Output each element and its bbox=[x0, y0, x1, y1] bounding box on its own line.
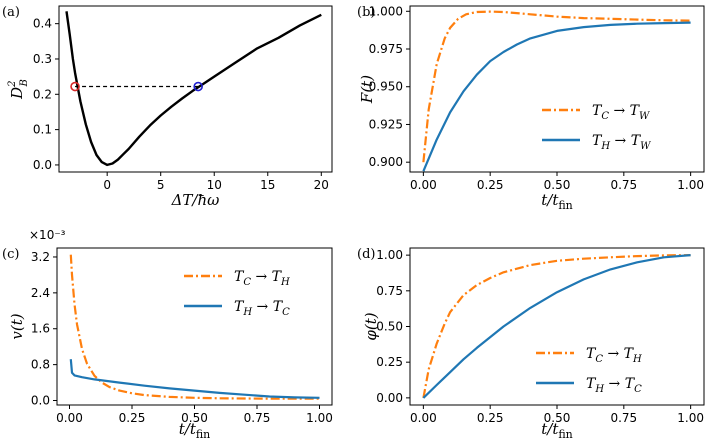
x-tick-label: 20 bbox=[314, 178, 329, 192]
x-tick-label: 10 bbox=[207, 178, 222, 192]
series-line-1 bbox=[65, 11, 322, 167]
panel-c: (c) ×10⁻³ 0.00 0.25 0.50 0.75 1.00 0.0 0.8 1.6 2.4… bbox=[2, 228, 333, 441]
marker-circle-2 bbox=[193, 81, 203, 92]
legend-label-2: TH → TC bbox=[234, 299, 290, 318]
y-tick-label: 1.000 bbox=[369, 4, 403, 18]
series-group bbox=[422, 10, 691, 172]
series-line-2 bbox=[422, 21, 691, 172]
x-tick-label: 5 bbox=[157, 178, 165, 192]
series-line-2 bbox=[422, 254, 691, 399]
y-tick-label: 0.1 bbox=[33, 123, 52, 137]
y-tick-label: 0.2 bbox=[33, 87, 52, 101]
y-tick-label: 0.950 bbox=[369, 80, 403, 94]
x-tick-label: 1.00 bbox=[677, 411, 704, 425]
y-tick-label: 0.3 bbox=[33, 52, 52, 66]
legend-label-1: TC → TH bbox=[586, 346, 642, 365]
x-tick-label: 0 bbox=[103, 178, 111, 192]
panel-label-a: (a) bbox=[2, 5, 20, 20]
y-tick-label: 0.4 bbox=[33, 17, 52, 31]
y-axis-label: v(t) bbox=[8, 313, 26, 339]
y-axis-label: F(t) bbox=[358, 75, 376, 104]
y-tick-label: 0.925 bbox=[369, 117, 403, 131]
panel-label-c: (c) bbox=[2, 247, 19, 262]
panel-label-d: (d) bbox=[357, 247, 375, 262]
x-tick-label: 0.50 bbox=[544, 411, 571, 425]
y-tick-label: 3.2 bbox=[31, 250, 50, 264]
x-tick-label: 0.75 bbox=[610, 178, 637, 192]
x-tick-label: 1.00 bbox=[677, 178, 704, 192]
plot-frame bbox=[409, 5, 705, 173]
x-tick-label: 0.75 bbox=[610, 411, 637, 425]
series-line-1 bbox=[422, 10, 691, 163]
x-tick-label: 15 bbox=[260, 178, 275, 192]
y-axis-label: D2B bbox=[7, 79, 30, 100]
series-line-2 bbox=[69, 359, 320, 399]
x-tick-label: 0.25 bbox=[477, 411, 504, 425]
x-axis-label: ΔT/ħω bbox=[171, 191, 220, 209]
legend-label-1: TC → TH bbox=[234, 269, 290, 288]
series-line-1 bbox=[422, 254, 691, 399]
panel-label-b: (b) bbox=[357, 5, 375, 20]
y-tick-label: 0.00 bbox=[376, 391, 403, 405]
y-tick-label: 1.00 bbox=[376, 248, 403, 262]
y-tick-label: 0.8 bbox=[31, 358, 50, 372]
x-tick-label: 1.00 bbox=[306, 411, 333, 425]
x-axis-label: t/tfin bbox=[179, 420, 211, 441]
panel-d: (d) 0.00 0.25 0.50 0.75 1.00 0.00 0.25 0.50 0.75 1… bbox=[357, 247, 705, 441]
marker-circle-1 bbox=[70, 81, 80, 92]
x-tick-label: 0.25 bbox=[119, 411, 146, 425]
x-tick-label: 0.75 bbox=[244, 411, 271, 425]
y-tick-label: 0.25 bbox=[376, 355, 403, 369]
legend-label-2: TH → TW bbox=[592, 133, 651, 152]
plot-frame bbox=[56, 247, 333, 406]
panel-b: (b) 0.00 0.25 0.50 0.75 1.00 0.900 0.925 0.950 0.… bbox=[357, 4, 705, 212]
x-tick-label: 0.00 bbox=[410, 411, 437, 425]
x-tick-label: 0.50 bbox=[181, 411, 208, 425]
legend-label-1: TC → TW bbox=[592, 103, 650, 122]
y-tick-label: 0.975 bbox=[369, 42, 403, 56]
series-group bbox=[69, 254, 320, 400]
plot-frame bbox=[409, 247, 705, 406]
x-axis-label: t/tfin bbox=[541, 191, 573, 212]
x-tick-label: 0.00 bbox=[410, 178, 437, 192]
y-tick-label: 1.6 bbox=[31, 322, 50, 336]
x-axis-label: t/tfin bbox=[541, 420, 573, 441]
y-tick-label: 2.4 bbox=[31, 286, 50, 300]
x-tick-label: 0.25 bbox=[477, 178, 504, 192]
y-tick-label: 0.75 bbox=[376, 284, 403, 298]
series-group bbox=[422, 254, 691, 399]
y-tick-label: 0.0 bbox=[33, 158, 52, 172]
series-group bbox=[65, 11, 322, 167]
plot-frame bbox=[58, 5, 333, 173]
legend-label-2: TH → TC bbox=[586, 376, 642, 395]
x-tick-label: 0.00 bbox=[56, 411, 83, 425]
x-tick-label: 0.50 bbox=[544, 178, 571, 192]
panel-a: (a) 0 5 10 15 20 0.0 0.1 0.2 0.3 0.4 ΔT/ħω D2B bbox=[2, 5, 333, 209]
y-tick-label: 0.900 bbox=[369, 155, 403, 169]
y-tick-label: 0.50 bbox=[376, 320, 403, 334]
y-tick-label: 0.0 bbox=[31, 394, 50, 408]
y-axis-label: φ(t) bbox=[362, 312, 380, 340]
series-line-1 bbox=[69, 254, 320, 400]
axis-scale-label: ×10⁻³ bbox=[29, 228, 66, 242]
